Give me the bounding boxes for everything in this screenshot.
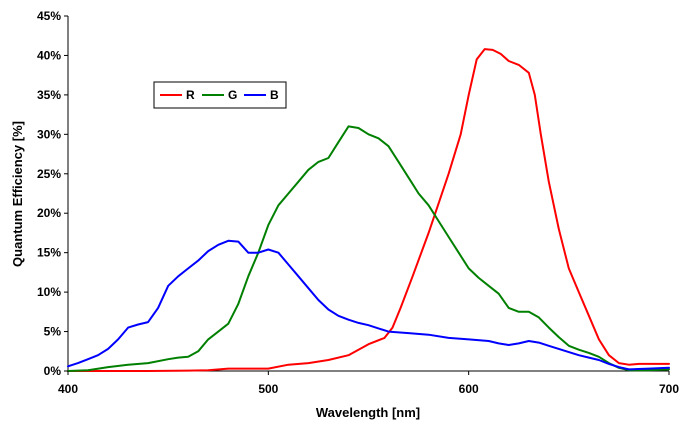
x-tick-label: 500: [258, 382, 278, 396]
series-line-b: [67, 239, 670, 371]
legend-label-g: G: [228, 88, 237, 102]
y-tick-label: 35%: [37, 88, 61, 102]
y-tick-label: 25%: [37, 167, 61, 181]
legend-label-r: R: [186, 88, 195, 102]
y-tick-label: 40%: [37, 48, 61, 62]
y-tick-label: 0%: [44, 364, 62, 378]
series-line-r: [67, 48, 670, 372]
y-tick-label: 30%: [37, 127, 61, 141]
x-axis-ticks: 400 500 600 700: [58, 371, 679, 396]
x-axis-title: Wavelength [nm]: [316, 405, 420, 420]
y-axis-title: Quantum Efficiency [%]: [10, 121, 25, 267]
y-tick-label: 45%: [37, 9, 61, 23]
y-tick-label: 20%: [37, 206, 61, 220]
x-tick-label: 600: [459, 382, 479, 396]
series-line-g: [67, 125, 670, 372]
legend-label-b: B: [270, 88, 279, 102]
x-tick-label: 700: [659, 382, 679, 396]
y-axis-ticks: 0% 5% 10% 15% 20% 25% 30% 35% 40% 45%: [37, 9, 68, 378]
plot-frame: [67, 16, 669, 372]
y-tick-label: 10%: [37, 285, 61, 299]
y-tick-label: 5%: [44, 325, 62, 339]
y-tick-label: 15%: [37, 246, 61, 260]
series-layer: [67, 48, 670, 372]
x-tick-label: 400: [58, 382, 78, 396]
